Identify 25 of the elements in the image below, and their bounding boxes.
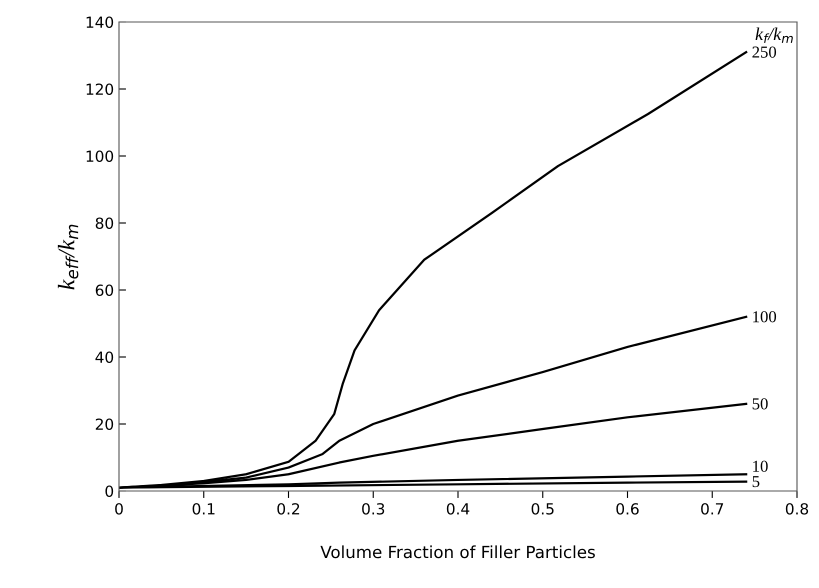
series-label: 250 bbox=[752, 46, 776, 58]
y-tick-label: 60 bbox=[96, 284, 114, 296]
y-tick-label: 80 bbox=[96, 217, 114, 230]
series-label: 5 bbox=[752, 476, 760, 488]
y-tick-label: 120 bbox=[86, 83, 114, 96]
x-tick-label: 0.5 bbox=[532, 503, 554, 515]
y-tick-label: 140 bbox=[86, 16, 114, 28]
series-label: 10 bbox=[753, 460, 768, 472]
x-tick-label: 0 bbox=[115, 503, 123, 515]
x-tick-label: 0.2 bbox=[277, 503, 300, 515]
x-tick-label: 0.7 bbox=[701, 503, 724, 515]
x-tick-label: 0.6 bbox=[616, 503, 639, 515]
x-tick-label: 0.3 bbox=[362, 503, 384, 515]
y-tick-label: 40 bbox=[95, 351, 114, 364]
y-tick-label: 100 bbox=[86, 150, 114, 162]
y-tick-label: 0 bbox=[105, 485, 114, 498]
x-tick-label: 0.1 bbox=[192, 503, 214, 515]
x-tick-label: 0.4 bbox=[446, 503, 470, 515]
y-axis-title: k$_{eff}$/k$_{m}$ bbox=[58, 224, 78, 290]
y-tick-label: 20 bbox=[96, 418, 114, 430]
series-label: 50 bbox=[752, 398, 768, 410]
x-tick-label: 0.8 bbox=[786, 503, 808, 515]
legend-title: k$_{f}$/k$_{m}$ bbox=[756, 27, 793, 43]
x-axis-title: Volume Fraction of Filler Particles bbox=[320, 545, 595, 558]
series-label: 100 bbox=[753, 311, 776, 322]
